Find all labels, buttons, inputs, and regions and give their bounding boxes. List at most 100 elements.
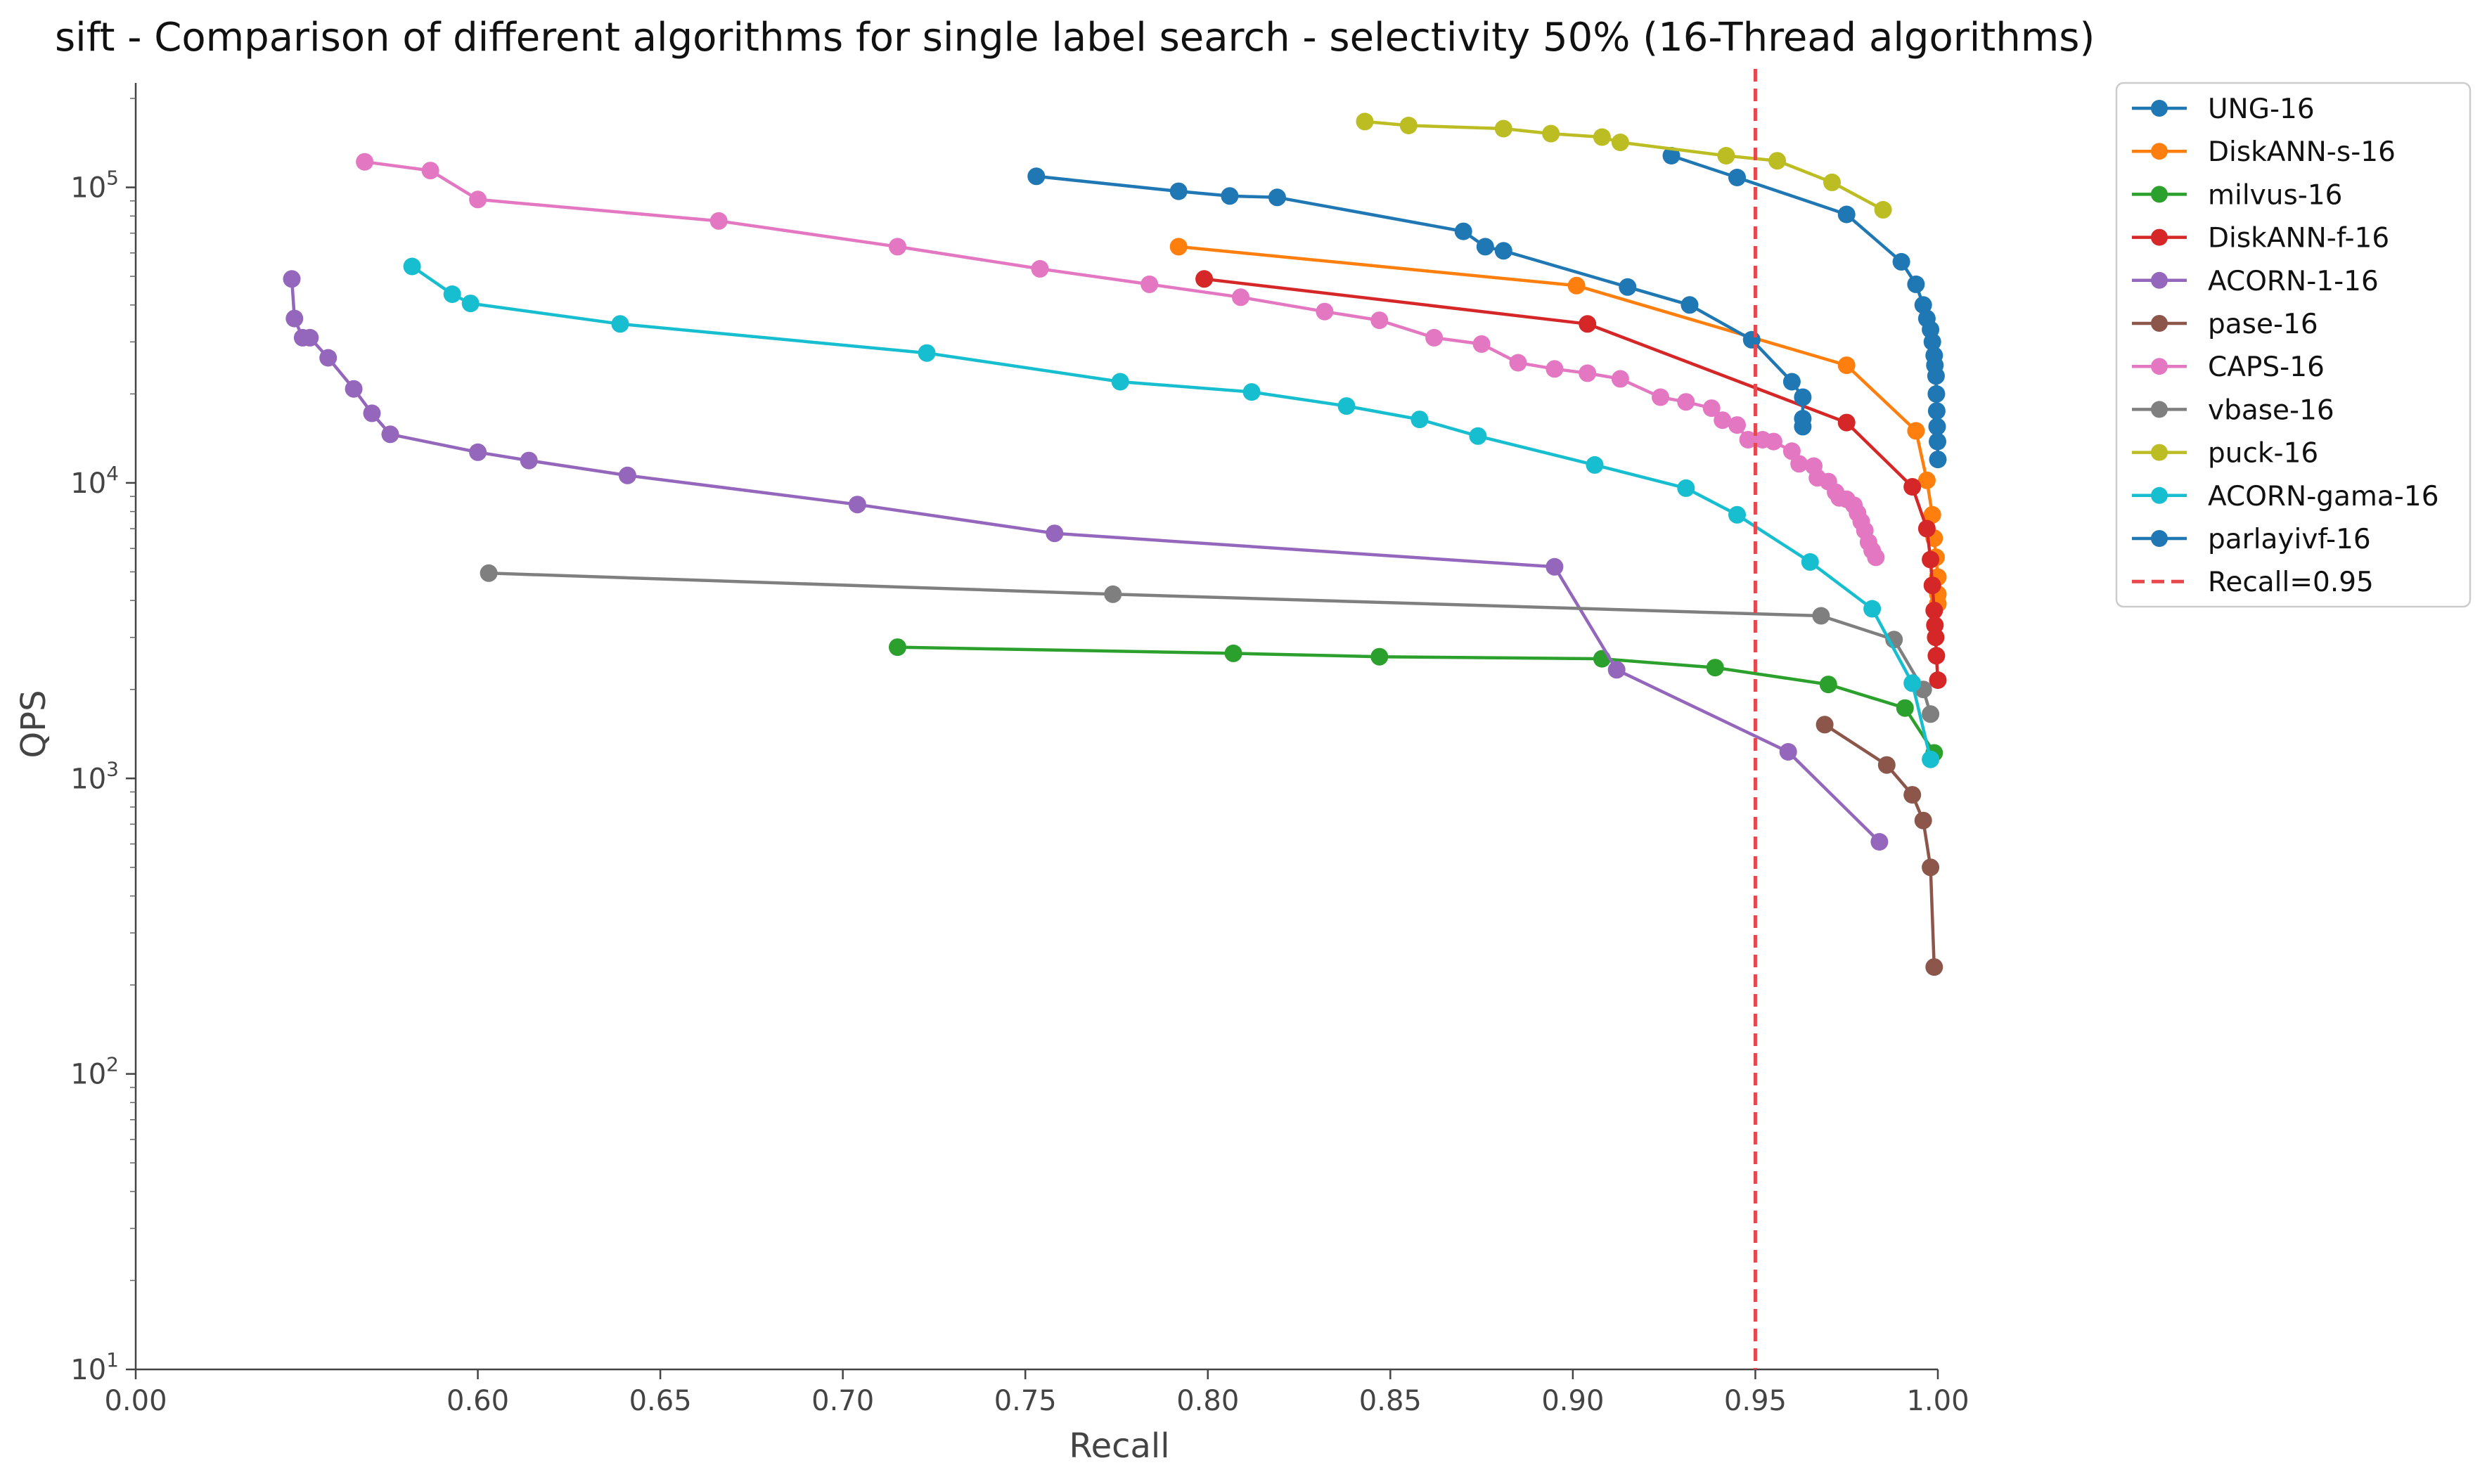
y-axis-label: QPS (14, 690, 53, 758)
data-point (1923, 333, 1941, 351)
data-point (918, 344, 936, 362)
data-point (1611, 134, 1629, 151)
data-point (1567, 276, 1586, 295)
data-point (461, 295, 480, 313)
data-point (469, 191, 487, 209)
data-point (1837, 356, 1856, 375)
data-point (1907, 422, 1925, 440)
data-point (1104, 585, 1122, 603)
series-line (364, 160, 1877, 558)
data-point (1927, 647, 1946, 665)
legend-label: Recall=0.95 (2208, 567, 2374, 598)
series-parlayivf-16 (1027, 167, 1812, 436)
data-point (848, 496, 866, 514)
legend-label: DiskANN-s-16 (2208, 136, 2396, 168)
data-point (1819, 676, 1837, 694)
data-point (1469, 427, 1487, 445)
data-point (1874, 200, 1892, 219)
data-point (1607, 661, 1626, 679)
data-point (1454, 222, 1472, 240)
series-UNG-16 (1662, 147, 1947, 469)
series-line (1823, 723, 1936, 967)
data-point (1370, 647, 1389, 666)
data-point (889, 638, 906, 657)
x-tick-label: 0.60 (446, 1385, 509, 1417)
series-line (411, 265, 1932, 760)
series-CAPS-16 (356, 153, 1885, 567)
legend: UNG-16 DiskANN-s-16 milvus-16 DiskANN-f-16 A… (2115, 82, 2472, 608)
data-point (1922, 750, 1940, 768)
y-tick-label: 103 (70, 757, 119, 795)
data-point (345, 380, 363, 398)
legend-marker (2151, 186, 2168, 203)
legend-marker (2151, 486, 2168, 504)
data-point (1782, 373, 1801, 391)
data-point (1928, 418, 1946, 436)
series-DiskANN-s-16 (1169, 238, 1947, 613)
data-point (1046, 524, 1064, 543)
data-point (1779, 743, 1797, 761)
data-point (356, 153, 374, 171)
data-point (1929, 451, 1947, 469)
series-layer (283, 112, 1947, 976)
x-tick-label: 0.75 (994, 1385, 1057, 1417)
series-line (1364, 120, 1884, 212)
legend-marker (2151, 143, 2168, 160)
data-point (1922, 705, 1940, 723)
data-point (1903, 674, 1922, 692)
data-point (1111, 373, 1129, 391)
data-point (1892, 252, 1910, 271)
y-axis: 101 102 103 104 105 (70, 83, 137, 1386)
data-point (1739, 431, 1757, 449)
data-point (1923, 576, 1941, 595)
chart-title: sift - Comparison of different algorithm… (55, 15, 2095, 60)
legend-marker (2151, 358, 2168, 375)
data-point (1545, 557, 1564, 576)
legend-entry: puck-16 (2132, 438, 2318, 470)
data-point (611, 315, 629, 333)
series-ACORN-1-16 (283, 270, 1889, 851)
data-point (1681, 296, 1699, 314)
legend-entry: vbase-16 (2132, 394, 2334, 426)
data-point (1923, 505, 1941, 524)
data-point (1677, 479, 1695, 497)
data-point (1925, 601, 1943, 619)
data-point (1662, 147, 1681, 164)
data-point (1611, 370, 1629, 388)
series-ACORN-gama-16 (403, 257, 1940, 768)
data-point (1619, 278, 1637, 296)
data-point (301, 328, 319, 347)
data-point (1837, 205, 1856, 224)
data-point (381, 425, 399, 444)
legend-label: UNG-16 (2208, 93, 2315, 125)
data-point (285, 309, 304, 328)
data-point (1728, 416, 1746, 434)
data-point (1472, 335, 1491, 353)
legend-entry: DiskANN-f-16 (2132, 223, 2389, 254)
legend-entry: ACORN-1-16 (2132, 266, 2379, 297)
legend-entry: Recall=0.95 (2132, 567, 2374, 598)
data-point (1801, 553, 1819, 571)
data-point (363, 404, 381, 422)
data-point (421, 162, 439, 180)
x-tick-label: 0.00 (104, 1385, 167, 1417)
data-point (319, 349, 338, 367)
legend-label: milvus-16 (2208, 179, 2342, 211)
data-point (1509, 354, 1527, 372)
data-point (1927, 628, 1945, 647)
data-point (1794, 418, 1812, 436)
data-point (1410, 411, 1429, 429)
data-point (1242, 383, 1261, 401)
data-point (618, 466, 636, 484)
data-point (1677, 393, 1695, 411)
data-point (1337, 397, 1356, 415)
data-point (1425, 328, 1444, 347)
series-puck-16 (1356, 112, 1892, 219)
data-point (469, 443, 487, 461)
data-point (1031, 259, 1049, 278)
data-point (1929, 671, 1947, 689)
data-point (1494, 242, 1512, 260)
data-point (1877, 756, 1896, 774)
data-point (1794, 388, 1812, 406)
